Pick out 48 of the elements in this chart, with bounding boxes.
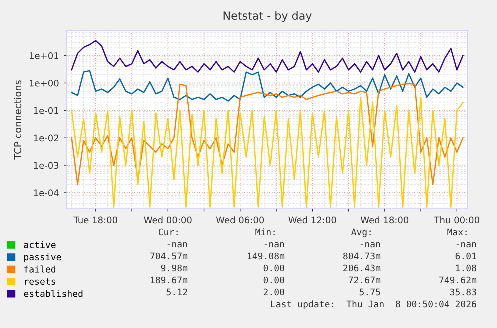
text: Max: — [448, 228, 467, 236]
text: 35.83 — [450, 288, 476, 296]
y-axis-title: TCP connections — [14, 80, 22, 160]
text: 72.67m — [349, 276, 381, 284]
legend-label: established — [24, 290, 83, 298]
line-series — [71, 70, 464, 102]
text: 749.62m — [440, 276, 477, 284]
text: 5.75 — [360, 288, 380, 296]
text: -nan — [456, 242, 476, 248]
x-tick-label: Wed 06:00 — [216, 216, 264, 224]
text: 206.43m — [344, 264, 381, 272]
text: 2.00 — [264, 288, 284, 296]
line-series — [71, 40, 464, 73]
y-tick-label: 1e-03 — [34, 162, 59, 170]
y-tick-label: 1e-02 — [34, 134, 58, 142]
line-series — [71, 96, 464, 208]
y-tick-label: 1e+00 — [30, 80, 59, 87]
text: 6.01 — [456, 252, 476, 260]
x-tick-label: Wed 18:00 — [360, 216, 409, 224]
x-tick-label: Wed 12:00 — [288, 216, 336, 224]
legend-label: active — [24, 241, 56, 248]
text: 149.08m — [248, 252, 285, 260]
legend-label: resets — [25, 278, 56, 286]
legend-label: passive — [24, 254, 62, 262]
chart-title: Netstat - by day — [224, 11, 312, 22]
text: 0.00 — [264, 276, 284, 284]
x-tick-label: Thu 00:00 — [434, 216, 480, 224]
x-tick-label: Wed 00:00 — [144, 216, 192, 224]
y-tick-label: 1e-01 — [34, 107, 59, 114]
line-series — [71, 83, 464, 186]
text: Min: — [256, 228, 275, 236]
text: -nan — [168, 242, 188, 248]
text: 189.67m — [151, 276, 188, 284]
y-tick-label: 1e-04 — [34, 190, 59, 197]
text: Cur: — [158, 228, 178, 236]
y-tick-label: 1e+01 — [30, 52, 59, 60]
legend-label: failed — [24, 266, 56, 273]
text: 5.12 — [166, 288, 188, 296]
text: -nan — [264, 242, 284, 248]
text: -nan — [360, 242, 380, 248]
text: 704.57m — [150, 252, 188, 260]
text: Last update: Thu Jan 8 00:50:04 2026 — [271, 300, 476, 310]
text: Avg: — [351, 228, 371, 238]
text: 1.08 — [456, 264, 476, 272]
text: 804.73m — [344, 252, 381, 260]
text: 9.98m — [161, 264, 188, 272]
x-tick-label: Tue 18:00 — [74, 216, 118, 224]
text: 0.00 — [264, 264, 284, 272]
